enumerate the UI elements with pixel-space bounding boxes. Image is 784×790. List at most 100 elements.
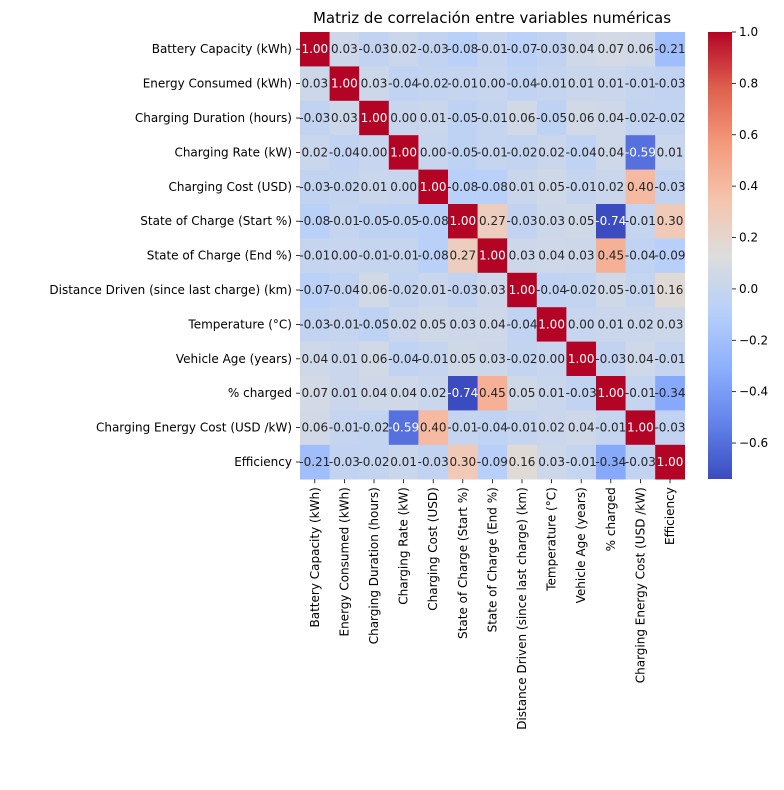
cell-value-11-3: -0.59	[388, 421, 419, 435]
cell-value-0-5: -0.08	[447, 42, 478, 56]
heatmap-cell-4-6	[477, 169, 508, 205]
heatmap-cell-4-3	[388, 169, 419, 205]
cell-value-3-0: 0.02	[301, 145, 328, 159]
x-tick-label-charging-energy-cost-usd-kw: Charging Energy Cost (USD /kW)	[633, 487, 647, 683]
cell-value-8-11: 0.02	[627, 317, 654, 331]
cell-value-9-7: -0.02	[506, 352, 537, 366]
heatmap-annotations: 1.00 0.03 -0.03 0.02 -0.03-0.08-0.01-0.07-0.…	[299, 42, 685, 469]
heatmap-cell-10-3	[388, 376, 419, 411]
heatmap-cell-6-7	[507, 238, 538, 274]
cell-value-9-11: 0.04	[627, 352, 654, 366]
colorbar-tick-label: −0.2	[739, 333, 768, 347]
heatmap-cell-3-11	[625, 135, 656, 170]
cell-value-10-3: 0.04	[390, 386, 417, 400]
heatmap-cell-6-12	[655, 238, 686, 274]
cell-value-6-0: -0.01	[299, 249, 330, 263]
heatmap-cell-4-8	[536, 169, 567, 205]
cell-value-4-11: 0.40	[627, 180, 654, 194]
heatmap-cell-10-0	[300, 376, 330, 411]
heatmap-cell-12-4	[418, 444, 449, 480]
heatmap-cell-3-2	[359, 135, 390, 170]
cell-value-7-3: -0.02	[388, 283, 419, 297]
heatmap-cell-7-10	[596, 272, 626, 308]
heatmap-cell-0-0	[300, 32, 330, 67]
cell-value-11-8: 0.02	[538, 421, 565, 435]
cell-value-0-9: 0.04	[568, 42, 595, 56]
cell-value-10-1: 0.01	[331, 386, 358, 400]
heatmap-cell-2-12	[655, 100, 686, 136]
heatmap-cell-7-2	[359, 272, 390, 308]
cell-value-7-11: -0.01	[625, 283, 656, 297]
cell-value-5-9: 0.05	[568, 214, 595, 228]
cell-value-5-8: 0.03	[538, 214, 565, 228]
cell-value-0-4: -0.03	[418, 42, 449, 56]
y-tick-label-distance-driven-since-last-charge-km: Distance Driven (since last charge) (km)	[49, 283, 292, 297]
heatmap-cell-0-8	[536, 32, 567, 67]
heatmap-cell-2-1	[329, 100, 360, 136]
cell-value-1-6: 0.00	[479, 77, 506, 91]
cell-value-1-4: -0.02	[418, 77, 449, 91]
heatmap-cell-11-12	[655, 410, 686, 446]
cell-value-9-2: 0.06	[361, 352, 388, 366]
heatmap-cell-3-12	[655, 135, 686, 170]
cell-value-6-9: 0.03	[568, 249, 595, 263]
cell-value-0-3: 0.02	[390, 42, 417, 56]
heatmap-cell-5-12	[655, 204, 686, 239]
heatmap-cell-6-6	[477, 238, 508, 274]
cell-value-1-12: -0.03	[654, 77, 685, 91]
cell-value-3-3: 1.00	[390, 145, 417, 159]
heatmap-cell-5-3	[388, 204, 419, 239]
x-tick-label-efficiency: Efficiency	[663, 487, 677, 545]
heatmap-cell-12-9	[566, 444, 597, 480]
cell-value-4-9: -0.01	[566, 180, 597, 194]
cell-value-6-11: -0.04	[625, 249, 656, 263]
cell-value-5-11: -0.01	[625, 214, 656, 228]
heatmap-cell-4-10	[596, 169, 626, 205]
heatmap-cell-11-3	[388, 410, 419, 446]
heatmap-cells	[300, 32, 686, 480]
cell-value-8-12: 0.03	[657, 317, 684, 331]
heatmap-cell-3-0	[300, 135, 330, 170]
heatmap-cell-5-7	[507, 204, 538, 239]
cell-value-9-8: 0.00	[538, 352, 565, 366]
heatmap-cell-9-0	[300, 341, 330, 377]
cell-value-0-1: 0.03	[331, 42, 358, 56]
heatmap-cell-3-9	[566, 135, 597, 170]
cell-value-3-2: 0.00	[361, 145, 388, 159]
cell-value-9-3: -0.04	[388, 352, 419, 366]
heatmap-cell-8-11	[625, 307, 656, 342]
cell-value-6-1: 0.00	[331, 249, 358, 263]
heatmap-cell-8-9	[566, 307, 597, 342]
heatmap-cell-0-12	[655, 32, 686, 67]
cell-value-12-8: 0.03	[538, 455, 565, 469]
cell-value-10-7: 0.05	[509, 386, 536, 400]
cell-value-9-4: -0.01	[418, 352, 449, 366]
heatmap-cell-10-12	[655, 376, 686, 411]
y-tick-label-battery-capacity-kwh: Battery Capacity (kWh)	[152, 42, 292, 56]
heatmap-cell-5-5	[448, 204, 478, 239]
heatmap-cell-4-2	[359, 169, 390, 205]
heatmap-cell-12-11	[625, 444, 656, 480]
y-tick-labels: Battery Capacity (kWh) Energy Consumed (k…	[49, 42, 300, 469]
x-tick-label-charged: % charged	[604, 487, 618, 551]
heatmap-cell-8-10	[596, 307, 626, 342]
heatmap-cell-8-3	[388, 307, 419, 342]
heatmap-cell-9-2	[359, 341, 390, 377]
cell-value-12-1: -0.03	[329, 455, 360, 469]
heatmap-cell-9-11	[625, 341, 656, 377]
heatmap-cell-6-3	[388, 238, 419, 274]
cell-value-3-12: 0.01	[657, 145, 684, 159]
heatmap-cell-3-10	[596, 135, 626, 170]
heatmap-cell-8-4	[418, 307, 449, 342]
heatmap-cell-5-4	[418, 204, 449, 239]
heatmap-cell-5-2	[359, 204, 390, 239]
heatmap-cell-7-4	[418, 272, 449, 308]
cell-value-7-9: -0.02	[566, 283, 597, 297]
heatmap-cell-3-6	[477, 135, 508, 170]
cell-value-2-6: -0.01	[477, 111, 508, 125]
heatmap-cell-8-5	[448, 307, 478, 342]
cell-value-9-0: 0.04	[301, 352, 328, 366]
y-tick-label-state-of-charge-end: State of Charge (End %)	[147, 249, 292, 263]
cell-value-1-9: 0.01	[568, 77, 595, 91]
heatmap-cell-4-9	[566, 169, 597, 205]
